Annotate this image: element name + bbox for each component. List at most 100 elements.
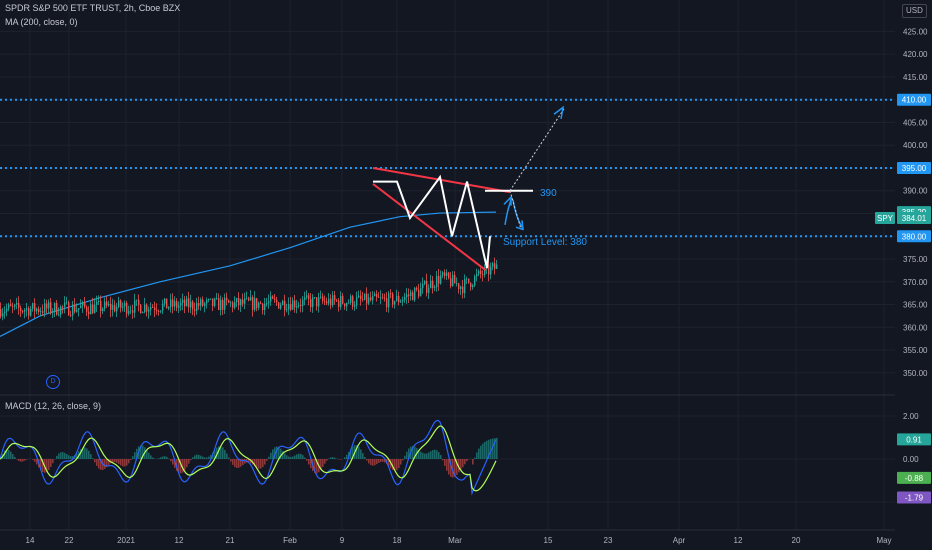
candle-body (64, 302, 66, 307)
macd-histogram-bar (432, 450, 434, 459)
macd-histogram-bar (210, 454, 212, 459)
time-tick-label: 14 (26, 536, 35, 545)
macd-histogram-bar (496, 437, 498, 459)
macd-histogram-bar (324, 459, 326, 464)
candle-body (176, 301, 178, 308)
macd-histogram-bar (12, 454, 14, 459)
macd-histogram-bar (450, 459, 452, 477)
macd-histogram-bar (10, 451, 12, 459)
candle-body (314, 297, 316, 299)
macd-histogram-bar (424, 453, 426, 459)
candle-body (16, 302, 18, 305)
candle-body (120, 300, 122, 308)
candle-body (442, 272, 444, 276)
macd-histogram-bar (8, 449, 10, 459)
macd-histogram-bar (340, 459, 342, 460)
macd-badge-text: 0.91 (906, 435, 922, 444)
candle-body (482, 274, 484, 275)
ma-legend[interactable]: MA (200, close, 0) (5, 17, 78, 27)
moving-average-line (0, 211, 497, 337)
macd-histogram-bar (392, 459, 394, 470)
candle-body (438, 275, 440, 284)
candle-body (386, 298, 388, 308)
macd-legend[interactable]: MACD (12, 26, close, 9) (5, 401, 102, 411)
candle-body (166, 298, 168, 309)
price-levels[interactable] (0, 98, 895, 238)
candle-body (242, 299, 244, 304)
macd-histogram-bar (280, 448, 282, 459)
time-tick-label: 15 (544, 536, 553, 545)
candle-body (86, 306, 88, 312)
candle-body (404, 296, 406, 300)
candle-body (212, 298, 214, 307)
candle-body (326, 301, 328, 304)
time-tick-label: 23 (604, 536, 613, 545)
candle-body (42, 311, 44, 313)
candle-body (304, 297, 306, 300)
candle-body (450, 278, 452, 286)
histogram-badge-text: -0.88 (905, 474, 924, 483)
candle-body (200, 299, 202, 306)
macd-histogram-bar (220, 446, 222, 459)
candle-body (462, 286, 464, 294)
macd-histogram-bar (396, 459, 398, 471)
macd-histogram-bar (388, 459, 390, 467)
macd-histogram-bar (346, 454, 348, 459)
candle-body (4, 311, 6, 314)
candle-body (70, 315, 72, 317)
macd-histogram-bar (136, 448, 138, 459)
candle-body (94, 304, 96, 314)
candle-body (416, 287, 418, 290)
candle-body (352, 296, 354, 307)
macd-histogram-bar (382, 459, 384, 462)
candle-body (432, 280, 434, 288)
macd-histogram-bar (52, 459, 54, 464)
candle-body (110, 303, 112, 310)
time-tick-label: Mar (448, 536, 462, 545)
candle-body (174, 301, 176, 307)
macd-histogram-bar (122, 459, 124, 467)
macd-histogram-bar (306, 459, 308, 461)
macd-histogram-bar (218, 446, 220, 459)
candle-body (414, 287, 416, 301)
macd-histogram-bar (184, 459, 186, 471)
candle-body (2, 313, 4, 317)
candle-body (266, 303, 268, 304)
price-axis[interactable]: 425.00 420.00 415.00 410.00 405.00 400.00 395.… (903, 27, 928, 464)
candle-body (56, 302, 58, 315)
candle-body (96, 301, 98, 305)
candle-body (124, 303, 126, 307)
candle-body (274, 298, 276, 300)
candle-body (54, 302, 56, 312)
candle-body (362, 299, 364, 300)
macd-histogram-bar (256, 459, 258, 468)
time-axis[interactable]: 14 22 2021 12 21 Feb 9 18 Mar 15 23 Apr 12 20 May (26, 536, 892, 545)
macd-histogram-bar (208, 456, 210, 459)
macd-histogram-bar (70, 456, 72, 459)
candle-body (148, 309, 150, 312)
candle-body (378, 297, 380, 298)
candle-body (354, 305, 356, 307)
price-tick-label: 365.00 (903, 301, 928, 310)
macd-histogram-bar (248, 459, 250, 463)
candle-body (444, 272, 446, 276)
macd-histogram-bar (182, 459, 184, 473)
candle-body (290, 304, 292, 310)
candle-body (38, 308, 40, 313)
macd-histogram-bar (150, 455, 152, 459)
candle-body (204, 303, 206, 306)
drawing-pattern[interactable]: 390 Support Level: 380 (372, 105, 587, 272)
macd-histogram-bar (414, 446, 416, 459)
candle-body (76, 309, 78, 312)
macd-histogram-bar (474, 457, 476, 459)
macd-histogram-bar (380, 459, 382, 462)
symbol-legend[interactable]: SPDR S&P 500 ETF TRUST, 2h, Cboe BZX (5, 3, 181, 13)
time-tick-label: 22 (65, 536, 74, 545)
candle-body (52, 311, 54, 313)
candle-body (40, 311, 42, 313)
currency-label[interactable]: USD (902, 4, 927, 18)
spy-ticker-text: SPY (877, 214, 894, 223)
projection-arrow-head (553, 105, 565, 119)
dividend-marker[interactable]: D (46, 375, 60, 389)
